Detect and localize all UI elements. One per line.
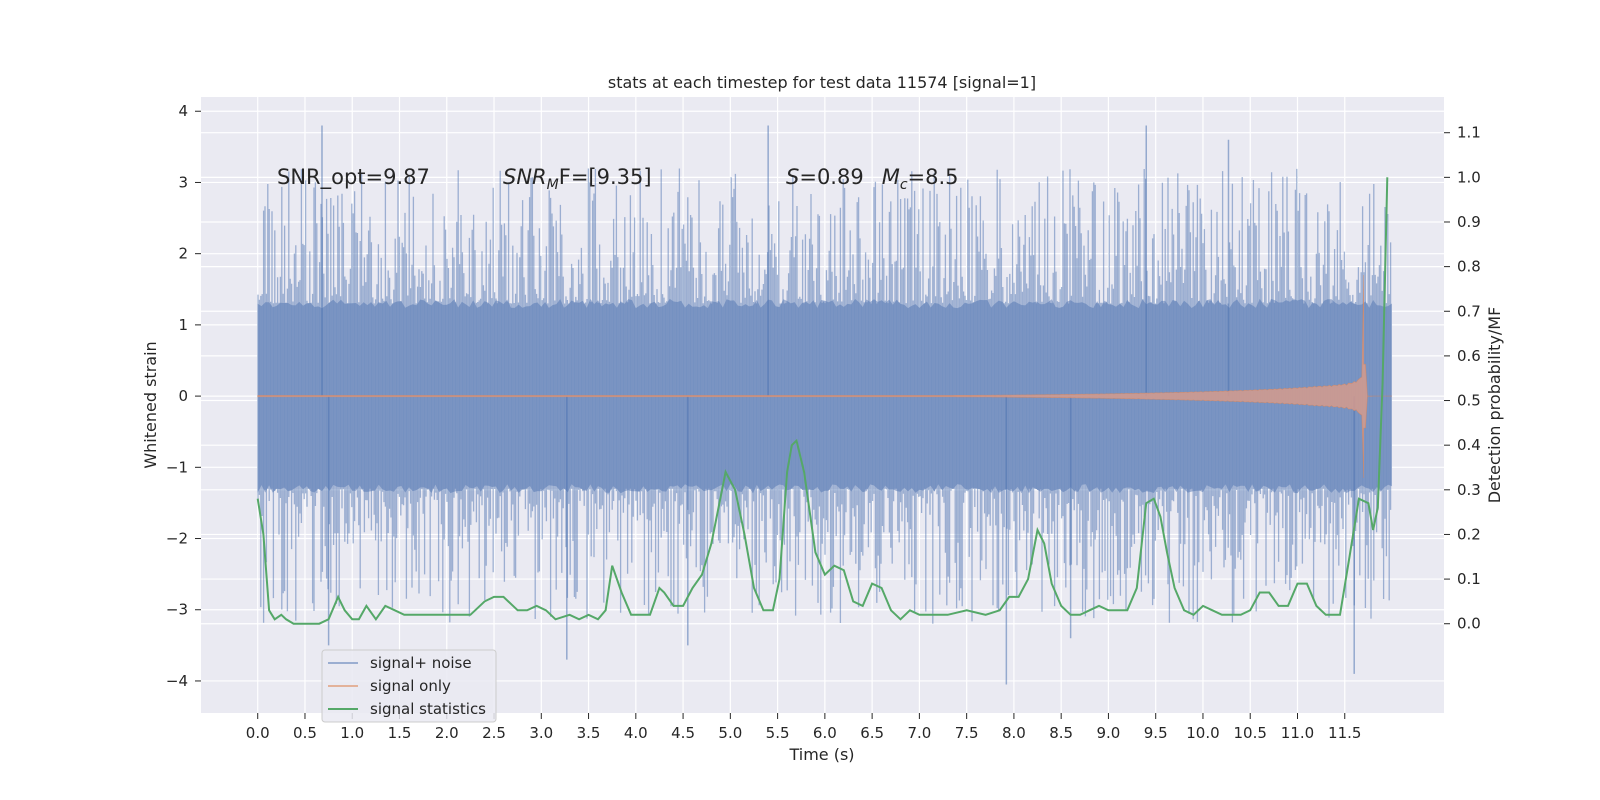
signal-statistics-points	[257, 177, 1388, 624]
x-tick-label: 1.5	[388, 724, 412, 742]
annotation-snr-mf: SNRMF=[9.35]	[503, 165, 652, 193]
x-tick-label: 1.0	[340, 724, 364, 742]
annotation-snr-mf-main: SNR	[503, 165, 547, 189]
left-y-tick-label: −3	[166, 601, 188, 619]
chart-title: stats at each timestep for test data 115…	[608, 73, 1036, 92]
left-y-tick-label: 0	[178, 387, 188, 405]
x-tick-label: 5.0	[718, 724, 742, 742]
x-tick-label: 11.0	[1281, 724, 1314, 742]
x-tick-label: 8.0	[1002, 724, 1026, 742]
x-tick-label: 2.5	[482, 724, 506, 742]
right-y-tick-label: 0.9	[1457, 213, 1481, 231]
x-tick-label: 9.0	[1097, 724, 1121, 742]
right-y-tick-label: 0.0	[1457, 615, 1481, 633]
x-tick-label: 4.5	[671, 724, 695, 742]
left-y-tick-label: 2	[178, 245, 188, 263]
annotations: SNR_opt=9.87 SNRMF=[9.35] S=0.89 Mc=8.5	[277, 165, 959, 193]
series-signal-only	[257, 274, 1392, 479]
x-axis-label: Time (s)	[788, 745, 854, 764]
legend-label-signal-only: signal only	[370, 677, 451, 695]
annotation-mc-symbol: M	[882, 165, 900, 189]
annotation-snr-mf-f: F=[9.35]	[559, 165, 652, 189]
annotation-mc-sub: c	[900, 177, 908, 193]
x-axis-ticks: 0.0 0.5 1.0 1.5 2.0 2.5 3.0 3.5 4.0 4.5 5.0 5.5 6.0 6…	[246, 713, 1361, 742]
x-tick-label: 0.0	[246, 724, 270, 742]
legend-label-signal-noise: signal+ noise	[370, 654, 472, 672]
left-y-tick-label: −1	[166, 458, 188, 476]
left-y-axis-ticks: −4 −3 −2 −1 0 1 2 3 4	[166, 102, 201, 690]
right-y-tick-label: 0.8	[1457, 258, 1481, 276]
x-tick-label: 6.5	[860, 724, 884, 742]
x-tick-label: 6.0	[813, 724, 837, 742]
x-tick-label: 10.0	[1186, 724, 1219, 742]
right-y-tick-label: 0.1	[1457, 570, 1481, 588]
left-y-tick-label: 3	[178, 173, 188, 191]
right-y-tick-label: 1.0	[1457, 168, 1481, 186]
left-y-tick-label: 4	[178, 102, 188, 120]
right-y-tick-label: 0.4	[1457, 436, 1481, 454]
x-tick-label: 7.5	[955, 724, 979, 742]
left-y-tick-label: 1	[178, 316, 188, 334]
right-y-tick-label: 0.7	[1457, 302, 1481, 320]
legend: signal+ noise signal only signal statist…	[321, 649, 497, 723]
x-tick-label: 5.5	[766, 724, 790, 742]
legend-box	[321, 649, 497, 723]
annotation-s-value: =0.89	[799, 165, 863, 189]
left-y-tick-label: −4	[166, 672, 188, 690]
x-tick-label: 3.5	[577, 724, 601, 742]
annotation-snr-opt: SNR_opt=9.87	[277, 165, 430, 190]
right-y-tick-label: 0.3	[1457, 481, 1481, 499]
x-tick-label: 9.5	[1144, 724, 1168, 742]
series-signal-noise	[257, 125, 1392, 685]
right-y-axis-label: Detection probability/MF	[1485, 307, 1504, 504]
right-y-tick-label: 1.1	[1457, 124, 1481, 142]
x-tick-label: 3.0	[529, 724, 553, 742]
right-y-tick-label: 0.6	[1457, 347, 1481, 365]
left-y-axis-label: Whitened strain	[141, 341, 160, 468]
x-tick-label: 8.5	[1049, 724, 1073, 742]
series-layer	[256, 125, 1393, 685]
legend-label-signal-statistics: signal statistics	[370, 700, 486, 718]
x-tick-label: 10.5	[1234, 724, 1267, 742]
annotation-mc-value: =8.5	[908, 165, 959, 189]
x-tick-label: 7.0	[907, 724, 931, 742]
right-y-tick-label: 0.2	[1457, 525, 1481, 543]
right-y-axis-ticks: 0.0 0.1 0.2 0.3 0.4 0.5 0.6 0.7 0.8 0.9 1.0 1.1	[1444, 124, 1481, 633]
annotation-snr-mf-sub: M	[547, 177, 559, 193]
x-tick-label: 11.5	[1328, 724, 1361, 742]
annotation-snr-mf-rest: F=[9.35]	[559, 165, 652, 189]
x-tick-label: 0.5	[293, 724, 317, 742]
left-y-tick-label: −2	[166, 530, 188, 548]
annotation-s-mc: S=0.89 Mc=8.5	[786, 165, 959, 193]
x-tick-label: 2.0	[435, 724, 459, 742]
x-tick-label: 4.0	[624, 724, 648, 742]
annotation-s-symbol: S	[786, 165, 799, 189]
right-y-tick-label: 0.5	[1457, 392, 1481, 410]
